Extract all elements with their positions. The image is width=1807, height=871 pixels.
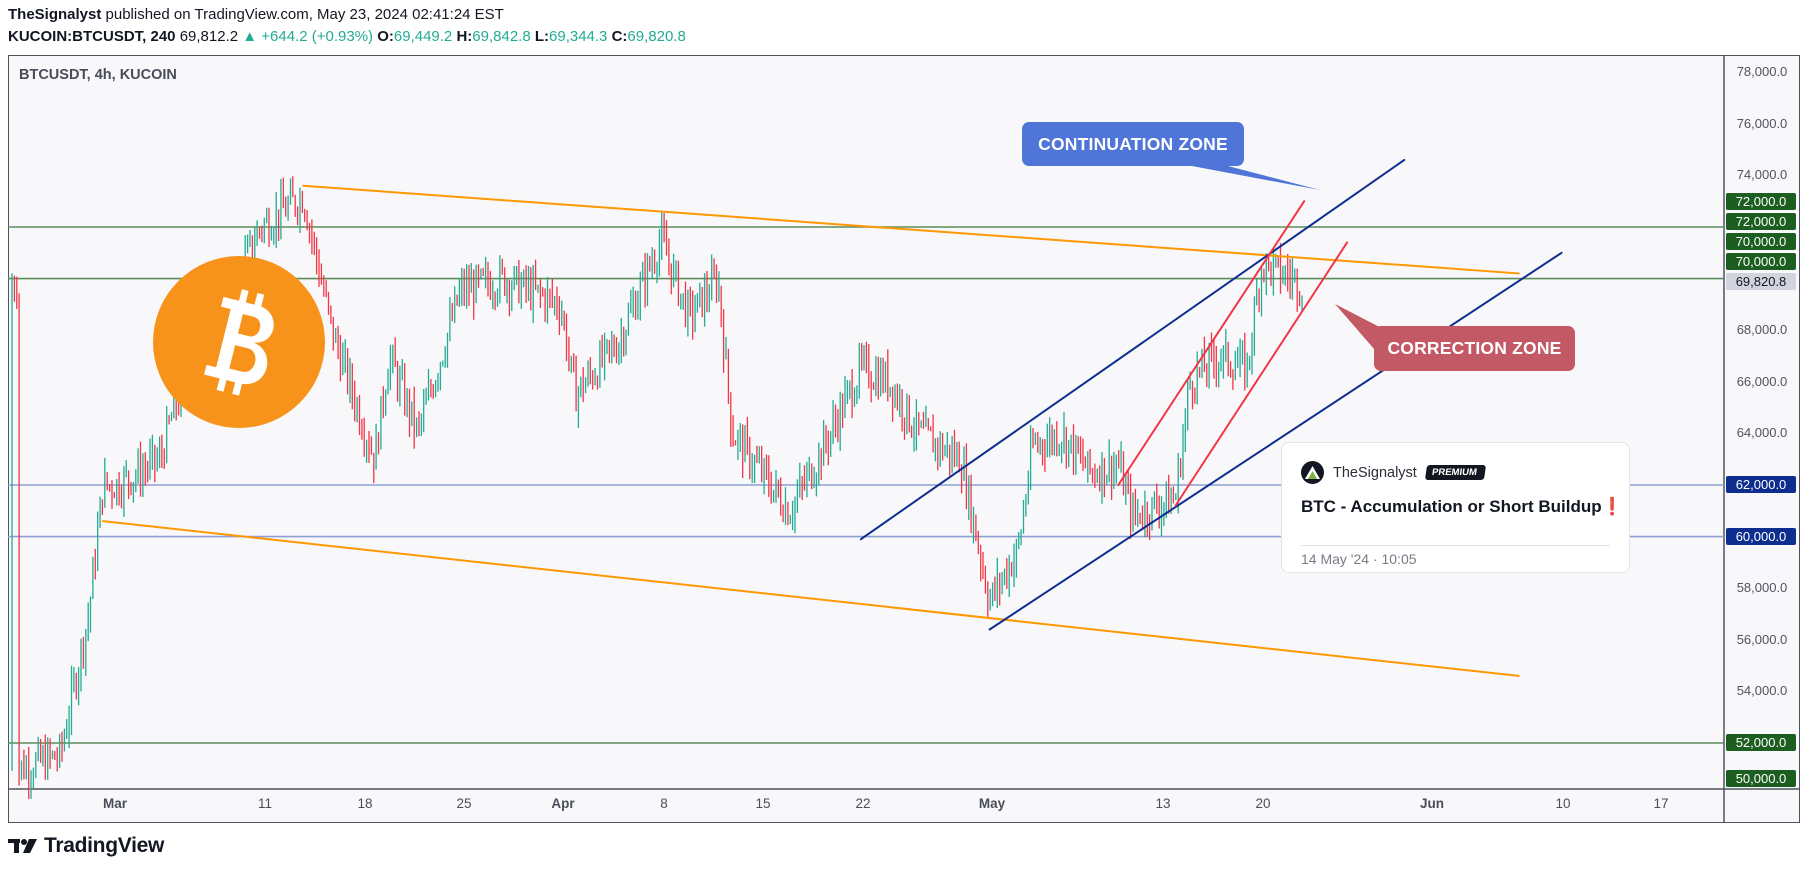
high-label: H: [456,28,473,45]
price-level-tag: 72,000.0 [1726,193,1796,210]
time-tick-label: Mar [102,796,128,811]
price-tick-label: 74,000.0 [1736,167,1788,183]
blue-channel-upper-trendline[interactable] [859,158,1406,541]
tradingview-logo-text: TradingView [44,834,165,857]
time-tick-label: 11 [257,796,273,811]
price-tick-label: 54,000.0 [1736,683,1788,699]
author-avatar-icon [1301,461,1324,484]
premium-badge: PREMIUM [1424,465,1486,480]
correction-zone-callout[interactable]: CORRECTION ZONE [1374,326,1575,371]
price-level-tag: 72,000.0 [1726,213,1796,230]
idea-divider [1301,545,1610,546]
time-tick-label: 15 [755,796,771,811]
price-level-tag: 70,000.0 [1726,233,1796,250]
idea-author-name[interactable]: TheSignalyst [1333,464,1417,481]
idea-title[interactable]: BTC - Accumulation or Short Buildup❗ [1301,497,1623,517]
close-label: C: [611,28,628,45]
price-level-tag: 70,000.0 [1726,253,1796,270]
exclamation-icon: ❗ [1601,497,1623,516]
author-name[interactable]: TheSignalyst [8,6,102,23]
idea-date: 14 May '24 · 10:05 [1301,551,1417,567]
blue-channel-lower-trendline[interactable] [988,251,1563,631]
tradingview-logo-icon [8,839,37,853]
high-value: 69,842.8 [472,28,531,45]
up-arrow-icon: ▲ [242,28,258,45]
red-channel-upper-trendline[interactable] [1117,200,1306,486]
price-level-tag: 62,000.0 [1726,476,1796,493]
time-tick-label: May [978,796,1006,811]
red-channel-lower-trendline[interactable] [1174,241,1349,507]
price-change: +644.2 (+0.93%) [261,28,374,45]
orange-lower-trendline[interactable] [102,520,1520,677]
last-price: 69,812.2 [179,28,239,45]
price-level-tag: 50,000.0 [1726,770,1796,787]
price-tick-label: 76,000.0 [1736,115,1788,131]
price-level-tag: 52,000.0 [1726,734,1796,751]
time-tick-label: 13 [1155,796,1171,811]
idea-author-row: TheSignalyst PREMIUM [1301,461,1486,484]
time-tick-label: 17 [1653,796,1669,811]
low-label: L: [534,28,550,45]
symbol-label: KUCOIN:BTCUSDT, 240 [8,28,176,45]
price-level-tag: 60,000.0 [1726,528,1796,545]
time-tick-label: Apr [551,796,575,811]
price-tick-label: 68,000.0 [1736,322,1788,338]
time-tick-label: Jun [1419,796,1445,811]
tradingview-logo[interactable]: TradingView [8,834,164,858]
idea-card[interactable]: TheSignalyst PREMIUM BTC - Accumulation … [1281,442,1630,573]
orange-upper-trendline[interactable] [302,184,1520,275]
time-tick-label: 18 [357,796,373,811]
open-value: 69,449.2 [393,28,453,45]
price-tick-label: 66,000.0 [1736,373,1788,389]
price-tick-label: 64,000.0 [1736,425,1788,441]
publish-info: TheSignalyst published on TradingView.co… [8,6,504,23]
trendlines [102,158,1563,677]
price-tick-label: 78,000.0 [1736,64,1788,80]
continuation-zone-pointer [1160,160,1320,190]
time-tick-label: 25 [456,796,472,811]
chart-legend-title[interactable]: BTCUSDT, 4h, KUCOIN [19,67,177,83]
time-tick-label: 10 [1555,796,1571,811]
time-tick-label: 8 [660,796,668,811]
price-tick-label: 58,000.0 [1736,580,1788,596]
time-tick-label: 22 [855,796,871,811]
open-label: O: [377,28,394,45]
low-value: 69,344.3 [549,28,608,45]
time-tick-label: 20 [1255,796,1271,811]
price-level-tag: 69,820.8 [1726,273,1796,290]
published-text: published on TradingView.com, May 23, 20… [101,6,504,23]
price-tick-label: 56,000.0 [1736,631,1788,647]
continuation-zone-callout[interactable]: CONTINUATION ZONE [1022,122,1244,166]
symbol-ohlc-bar: KUCOIN:BTCUSDT, 240 69,812.2 ▲ +644.2 (+… [8,28,686,45]
close-value: 69,820.8 [627,28,686,45]
bitcoin-logo-icon [153,256,325,428]
idea-title-text: BTC - Accumulation or Short Buildup [1301,497,1602,516]
